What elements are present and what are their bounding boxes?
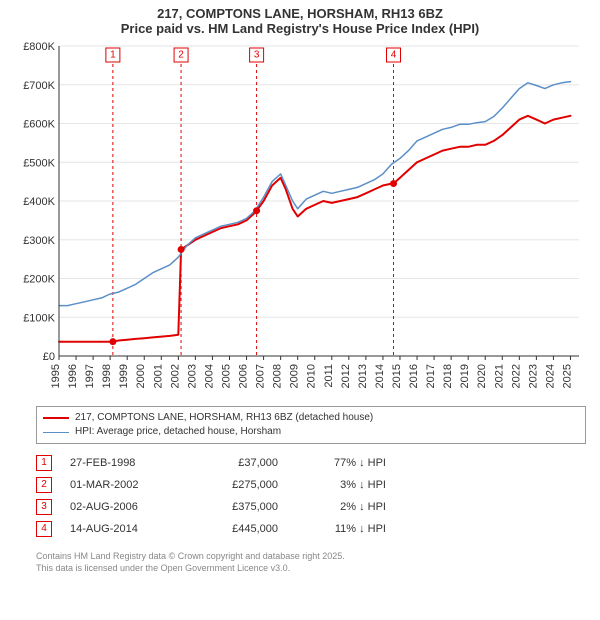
legend-row: HPI: Average price, detached house, Hors… bbox=[43, 425, 579, 439]
sale-date: 02-AUG-2006 bbox=[70, 501, 180, 513]
sale-pct: 2% ↓ HPI bbox=[296, 501, 386, 513]
svg-text:3: 3 bbox=[254, 50, 260, 61]
chart-area: £0 £100K £200K £300K £400K £500K £600K £700K £80… bbox=[15, 42, 585, 402]
svg-text:1999: 1999 bbox=[118, 364, 130, 388]
svg-text:£800K: £800K bbox=[23, 42, 55, 53]
svg-text:2017: 2017 bbox=[425, 364, 437, 388]
svg-text:£300K: £300K bbox=[23, 235, 55, 247]
sale-marker-num: 4 bbox=[36, 521, 52, 537]
sale-pct: 77% ↓ HPI bbox=[296, 457, 386, 469]
svg-text:£100K: £100K bbox=[23, 312, 55, 324]
svg-text:£500K: £500K bbox=[23, 157, 55, 169]
svg-text:2003: 2003 bbox=[186, 364, 198, 388]
svg-text:£400K: £400K bbox=[23, 196, 55, 208]
sale-marker-num: 3 bbox=[36, 499, 52, 515]
svg-text:2007: 2007 bbox=[255, 364, 267, 388]
svg-text:2018: 2018 bbox=[442, 364, 454, 388]
sale-price: £375,000 bbox=[198, 501, 278, 513]
sale-marker-num: 1 bbox=[36, 455, 52, 471]
legend-row: 217, COMPTONS LANE, HORSHAM, RH13 6BZ (d… bbox=[43, 411, 579, 425]
svg-text:2022: 2022 bbox=[510, 364, 522, 388]
legend-swatch-price bbox=[43, 417, 69, 419]
sale-price: £445,000 bbox=[198, 523, 278, 535]
svg-text:2009: 2009 bbox=[289, 364, 301, 388]
svg-text:2000: 2000 bbox=[135, 364, 147, 388]
legend-label-hpi: HPI: Average price, detached house, Hors… bbox=[75, 425, 281, 439]
sale-date: 01-MAR-2002 bbox=[70, 479, 180, 491]
sale-price: £275,000 bbox=[198, 479, 278, 491]
legend: 217, COMPTONS LANE, HORSHAM, RH13 6BZ (d… bbox=[36, 406, 586, 444]
svg-text:2: 2 bbox=[178, 50, 184, 61]
svg-text:2005: 2005 bbox=[220, 364, 232, 388]
footer-line1: Contains HM Land Registry data © Crown c… bbox=[36, 550, 586, 562]
svg-text:£700K: £700K bbox=[23, 80, 55, 92]
sales-table: 1 27-FEB-1998 £37,000 77% ↓ HPI 2 01-MAR… bbox=[36, 452, 586, 540]
svg-text:2008: 2008 bbox=[272, 364, 284, 388]
svg-text:4: 4 bbox=[391, 50, 397, 61]
svg-text:1: 1 bbox=[110, 50, 116, 61]
page-root: 217, COMPTONS LANE, HORSHAM, RH13 6BZ Pr… bbox=[0, 0, 600, 620]
sale-marker-num: 2 bbox=[36, 477, 52, 493]
svg-text:2019: 2019 bbox=[459, 364, 471, 388]
sale-pct: 11% ↓ HPI bbox=[296, 523, 386, 535]
legend-label-price: 217, COMPTONS LANE, HORSHAM, RH13 6BZ (d… bbox=[75, 411, 373, 425]
svg-text:2013: 2013 bbox=[357, 364, 369, 388]
svg-text:£0: £0 bbox=[43, 351, 55, 363]
svg-text:1997: 1997 bbox=[84, 364, 96, 388]
table-row: 1 27-FEB-1998 £37,000 77% ↓ HPI bbox=[36, 452, 586, 474]
title-block: 217, COMPTONS LANE, HORSHAM, RH13 6BZ Pr… bbox=[0, 0, 600, 36]
svg-text:1998: 1998 bbox=[101, 364, 113, 388]
svg-text:2006: 2006 bbox=[238, 364, 250, 388]
table-row: 4 14-AUG-2014 £445,000 11% ↓ HPI bbox=[36, 518, 586, 540]
svg-text:2002: 2002 bbox=[169, 364, 181, 388]
sale-date: 27-FEB-1998 bbox=[70, 457, 180, 469]
svg-text:£600K: £600K bbox=[23, 119, 55, 131]
legend-swatch-hpi bbox=[43, 432, 69, 433]
sale-price: £37,000 bbox=[198, 457, 278, 469]
svg-text:1996: 1996 bbox=[67, 364, 79, 388]
svg-text:2001: 2001 bbox=[152, 364, 164, 388]
svg-text:1995: 1995 bbox=[50, 364, 62, 388]
svg-text:2020: 2020 bbox=[476, 364, 488, 388]
svg-text:2025: 2025 bbox=[561, 364, 573, 388]
svg-text:2021: 2021 bbox=[493, 364, 505, 388]
sale-pct: 3% ↓ HPI bbox=[296, 479, 386, 491]
svg-text:2004: 2004 bbox=[203, 364, 215, 388]
sale-date: 14-AUG-2014 bbox=[70, 523, 180, 535]
svg-text:2012: 2012 bbox=[340, 364, 352, 388]
svg-text:2010: 2010 bbox=[306, 364, 318, 388]
footer-line2: This data is licensed under the Open Gov… bbox=[36, 562, 586, 574]
title-subtitle: Price paid vs. HM Land Registry's House … bbox=[0, 21, 600, 36]
svg-text:2023: 2023 bbox=[527, 364, 539, 388]
table-row: 2 01-MAR-2002 £275,000 3% ↓ HPI bbox=[36, 474, 586, 496]
chart-svg: £0 £100K £200K £300K £400K £500K £600K £700K £80… bbox=[15, 42, 585, 402]
footer: Contains HM Land Registry data © Crown c… bbox=[36, 550, 586, 574]
svg-text:2011: 2011 bbox=[323, 364, 335, 388]
table-row: 3 02-AUG-2006 £375,000 2% ↓ HPI bbox=[36, 496, 586, 518]
svg-text:2015: 2015 bbox=[391, 364, 403, 388]
svg-text:2024: 2024 bbox=[544, 364, 556, 388]
title-address: 217, COMPTONS LANE, HORSHAM, RH13 6BZ bbox=[0, 6, 600, 21]
svg-text:2016: 2016 bbox=[408, 364, 420, 388]
svg-text:2014: 2014 bbox=[374, 364, 386, 388]
svg-text:£200K: £200K bbox=[23, 274, 55, 286]
